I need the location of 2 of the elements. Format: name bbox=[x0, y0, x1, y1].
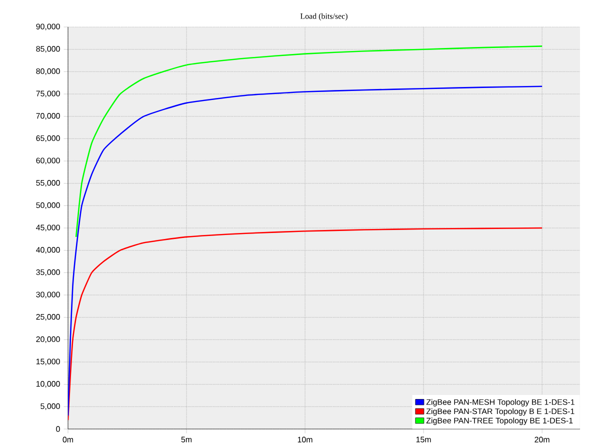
line-series bbox=[75, 46, 543, 238]
line-series bbox=[68, 86, 543, 416]
